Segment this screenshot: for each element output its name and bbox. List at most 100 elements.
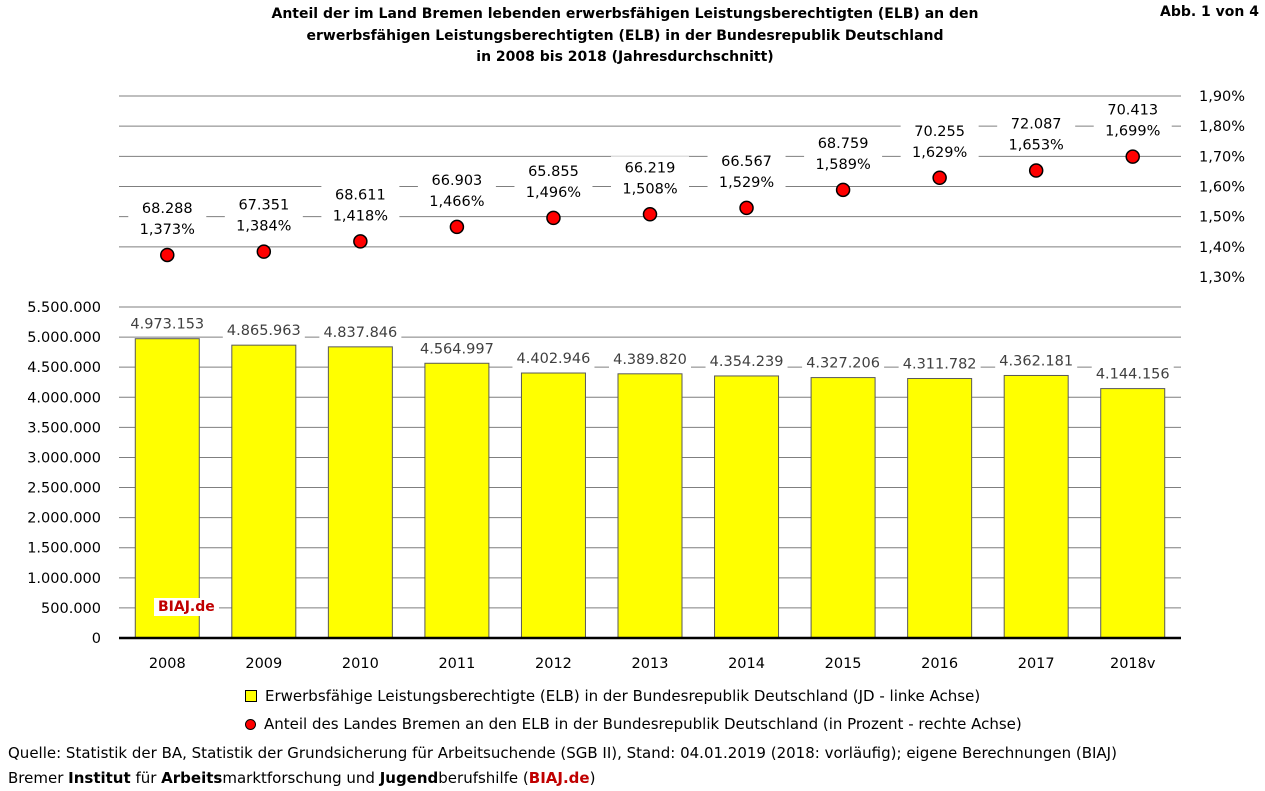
dot-percent-label: 1,373% [140,222,195,238]
dot-label-bg [417,168,496,211]
dot-count-label: 68.611 [335,187,386,203]
bar-value-label-bg [415,339,498,359]
left-axis-tick-label: 3.500.000 [27,420,101,436]
dot-2016 [932,170,947,186]
right-axis-tick-label: 1,50% [1199,210,1245,226]
dot-count-label: 67.351 [238,198,289,214]
dot-label-bg [514,159,593,202]
right-axis-tick-label: 1,30% [1199,270,1245,286]
dot-2009 [256,244,272,259]
dot-percent-label: 1,629% [912,145,967,161]
chart-title-line-1: Anteil der im Land Bremen lebenden erwer… [271,6,979,22]
bar-value-label: 4.362.181 [999,353,1073,369]
legend-bar-label: Erwerbsfähige Leistungsberechtigte (ELB)… [265,687,981,705]
dot-count-label: 66.567 [721,154,772,170]
chart-title-line-3: in 2008 bis 2018 (Jahresdurchschnitt) [476,49,774,65]
dot-count-label: 65.855 [528,164,579,180]
chart-canvas: 0 500.000 1.000.000 1.500.000 2.000.000 2.500… [27,89,1245,672]
bar-value-label-bg [995,351,1078,371]
x-axis-tick-label: 2009 [245,656,282,672]
dot-percent-label: 1,699% [1105,124,1160,140]
credit-text-2: für [130,769,162,787]
x-axis-tick-label: 2008 [149,656,186,672]
bar-2009 [231,344,297,639]
left-axis-tick-label: 1.500.000 [27,541,101,557]
credit-text-3: marktforschung und [222,769,380,787]
bar-value-label-bg [319,322,402,342]
dot-series [160,149,1140,263]
dot-count-label: 66.903 [432,173,483,189]
bar-2018v [1100,388,1166,639]
right-axis-tick-label: 1,60% [1199,180,1245,196]
right-axis-tick-label: 1,90% [1199,89,1245,105]
credit-text-1: Bremer [8,769,69,787]
legend-bar-swatch [245,690,257,702]
credit-brand-link[interactable]: BIAJ.de [528,769,590,787]
dot-percent-label: 1,529% [719,175,774,191]
bar-2016 [907,378,973,639]
bar-value-label: 4.564.997 [420,341,494,357]
right-axis-tick-label: 1,80% [1199,119,1245,135]
legend-dot-label: Anteil des Landes Bremen an den ELB in d… [264,715,1022,733]
x-axis-tick-label: 2017 [1018,656,1055,672]
watermark-logo: BIAJ.de [154,598,219,616]
right-axis-tick-labels: 1,30% 1,40% 1,50% 1,60% 1,70% 1,80% 1,90% [1199,89,1245,286]
dot-label-bg [1093,98,1172,141]
data-labels: 4.973.153 4.865.963 4.837.846 4.564.997 4.40… [126,98,1174,384]
x-axis-tick-label: 2014 [728,656,765,672]
bar-2012 [520,372,586,639]
dot-count-label: 72.087 [1011,117,1062,133]
dot-count-label: 68.288 [142,201,193,217]
bar-2010 [327,346,393,639]
bar-value-label-bg [898,354,981,374]
institute-credit: Bremer Institut für Arbeitsmarktforschun… [8,766,1117,791]
bar-value-label: 4.327.206 [806,356,880,372]
x-axis-tick-label: 2012 [535,656,572,672]
dot-2008 [160,247,175,263]
left-axis-tick-label: 4.500.000 [27,360,101,376]
left-axis-tick-label: 3.000.000 [27,450,101,466]
dot-2017 [1028,163,1044,178]
dot-percent-label: 1,418% [333,208,388,224]
bar-value-label: 4.354.239 [710,354,784,370]
left-axis-tick-label: 1.000.000 [27,571,101,587]
credit-text-5: ) [589,769,596,787]
dot-percent-label: 1,508% [622,181,677,197]
chart-title: Anteil der im Land Bremen lebenden erwer… [250,4,1000,69]
x-axis-tick-labels: 2008 2009 2010 2011 2012 2013 2014 2015 2016 2017… [149,656,1156,672]
left-axis-tick-label: 500.000 [41,601,101,617]
dot-2013 [642,207,658,222]
footer: Quelle: Statistik der BA, Statistik der … [8,741,1117,791]
left-axis-tick-label: 4.000.000 [27,390,101,406]
chart-title-line-2: erwerbsfähigen Leistungsberechtigten (EL… [306,27,944,44]
bar-value-label: 4.144.156 [1096,367,1170,383]
dot-2011 [449,219,465,235]
figure-label: Abb. 1 von 4 [1159,4,1259,20]
right-axis-tick-label: 1,70% [1199,149,1245,165]
dot-label-bg [707,149,786,192]
x-axis-tick-label: 2011 [438,656,475,672]
bar-value-label: 4.389.820 [613,352,687,368]
credit-bold-2: Arbeits [161,769,223,787]
legend-item-bars: Erwerbsfähige Leistungsberechtigte (ELB)… [245,682,1022,710]
left-axis-tick-label: 0 [92,631,101,647]
dot-percent-label: 1,466% [429,194,484,210]
x-axis-tick-label: 2010 [342,656,379,672]
credit-bold-3: Jugend [379,769,439,787]
dot-label-bg [321,183,400,226]
credit-bold-1: Institut [68,769,131,787]
bar-2011 [424,362,490,639]
legend-dot-swatch [245,718,256,730]
credit-text-4: berufshilfe ( [438,769,529,787]
bar-value-label: 4.311.782 [903,357,977,373]
bar-value-label-bg [1091,364,1174,384]
left-axis-tick-label: 5.000.000 [27,330,101,346]
bar-value-label: 4.402.946 [517,351,591,367]
x-axis-tick-label: 2015 [825,656,862,672]
bar-value-label: 4.865.963 [227,323,301,339]
dot-2012 [546,210,561,226]
dot-percent-label: 1,589% [815,157,870,173]
bar-2017 [1003,374,1069,639]
dot-label-bg [128,196,207,239]
dot-count-label: 70.413 [1107,103,1158,119]
